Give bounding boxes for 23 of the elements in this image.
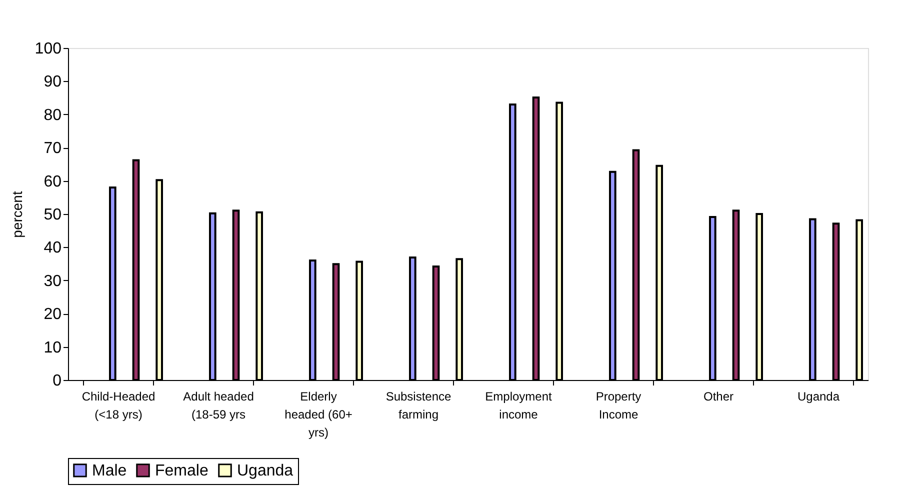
y-tick-label: 10 [44, 339, 62, 356]
y-tick-label: 100 [34, 40, 62, 58]
x-tick-label: Child-Headed (<18 yrs) [82, 390, 156, 422]
y-tick-label: 50 [44, 206, 62, 224]
y-tick-label: 40 [44, 240, 62, 257]
y-tick-label: 90 [44, 74, 62, 91]
x-tick-label: Subsistence farming [386, 390, 452, 422]
legend-label: Male [92, 462, 127, 480]
y-tick-label: 0 [52, 372, 62, 390]
x-tick-label: Uganda [797, 390, 840, 404]
x-tick-label: Adult headed (18-59 yrs [183, 390, 254, 422]
x-tick-label: Elderly headed (60+ yrs) [284, 390, 352, 440]
y-tick-label: 30 [44, 272, 62, 290]
y-tick-label: 70 [44, 140, 62, 158]
x-tick-label: Other [703, 390, 734, 404]
y-axis-title: percent [8, 191, 25, 238]
y-tick-label: 20 [44, 306, 62, 324]
x-tick-label: Employment income [485, 390, 553, 422]
y-tick-label: 80 [44, 106, 62, 124]
legend-label: Uganda [237, 462, 294, 480]
y-tick-label: 60 [44, 173, 62, 190]
x-tick-label: Property Income [596, 390, 642, 422]
legend-label: Female [155, 462, 208, 480]
